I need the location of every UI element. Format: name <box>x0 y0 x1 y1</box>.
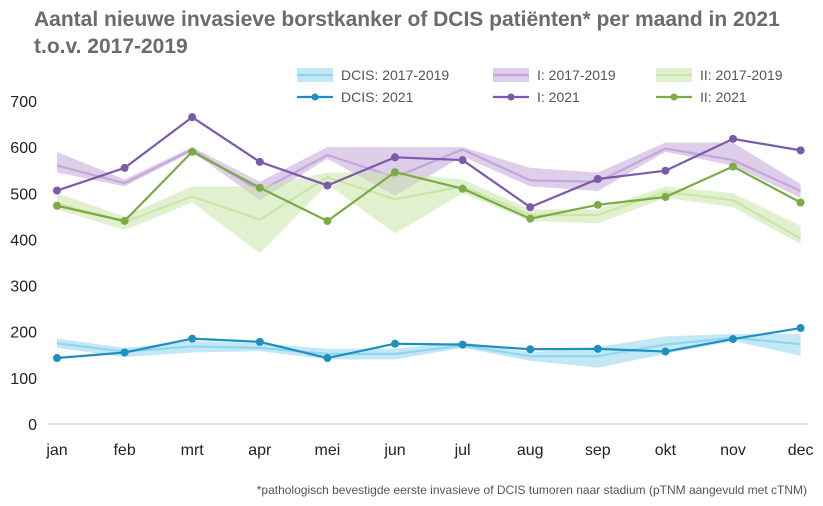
ii-2021-point <box>661 192 670 201</box>
x-tick-label: mei <box>315 442 341 459</box>
ii-2021-legend-marker <box>670 93 678 101</box>
dcis-2021-legend-marker <box>311 93 319 101</box>
i-2021-point <box>796 146 805 155</box>
i-2017-2019-legend-label: I: 2017-2019 <box>537 67 616 83</box>
ii-2021-point <box>729 162 737 171</box>
x-tick-label: mrt <box>181 442 205 459</box>
y-tick-label: 300 <box>10 279 37 296</box>
axis-layer: 0 100 200 300 400 500 600 700 jan feb mrt apr mei jun… <box>10 94 813 459</box>
dcis-2021-point <box>391 339 399 348</box>
x-tick-label: jan <box>45 442 67 459</box>
dcis-2021-point <box>188 334 197 343</box>
dcis-2021-point <box>458 340 467 349</box>
ii-2021-point <box>53 201 61 210</box>
dcis-2021-point <box>255 337 264 346</box>
dcis-2017-2019-range-area <box>57 334 801 368</box>
i-2021-point <box>458 156 467 165</box>
dcis-2017-2019-mean-line <box>56 336 801 358</box>
x-tick-label: nov <box>720 442 746 459</box>
i-2021-line <box>56 115 801 209</box>
ii-2021-legend-label: II: 2021 <box>700 89 747 105</box>
i-2021-point <box>729 134 737 143</box>
i-2021-legend-label: I: 2021 <box>537 89 580 105</box>
ii-2021-point <box>526 214 535 223</box>
i-2021-point <box>53 186 61 195</box>
i-2021-point <box>593 174 602 183</box>
i-2021-point <box>526 203 535 212</box>
i-2021-point <box>323 181 332 190</box>
dcis-2017-2019-legend-label: DCIS: 2017-2019 <box>341 67 449 83</box>
i-2017-2019-mean-line <box>56 147 802 193</box>
y-tick-label: 0 <box>28 417 37 434</box>
chart-title: Aantal nieuwe invasieve borstkanker of D… <box>34 8 780 58</box>
i-2021-point <box>661 166 670 175</box>
i-2021-point <box>120 163 129 172</box>
x-tick-label: feb <box>113 442 135 459</box>
dcis-2021-legend-label: DCIS: 2021 <box>341 89 414 105</box>
dcis-2021-point <box>526 345 535 354</box>
ii-2017-2019-range-area <box>57 172 801 254</box>
ii-2021-line <box>56 150 802 223</box>
y-tick-label: 200 <box>10 325 37 342</box>
y-tick-label: 700 <box>10 94 37 111</box>
dcis-2021-point <box>729 335 737 344</box>
x-tick-label: dec <box>788 442 814 459</box>
i-2021-point <box>255 157 264 166</box>
ii-2017-2019-mean-line <box>56 175 802 240</box>
x-tick-label: apr <box>248 442 272 459</box>
ii-2021-point <box>593 200 602 209</box>
y-tick-label: 500 <box>10 186 37 203</box>
dcis-2021-point <box>661 347 670 356</box>
x-tick-label: okt <box>655 442 677 459</box>
dcis-2021-point <box>53 354 61 363</box>
y-tick-label: 600 <box>10 140 37 157</box>
ii-2021-point <box>796 198 805 207</box>
y-tick-label: 400 <box>10 232 37 249</box>
i-2021-point <box>188 113 197 122</box>
x-tick-label: sep <box>585 442 611 459</box>
dcis-2021-line <box>56 326 801 360</box>
dcis-2021-point <box>796 324 805 333</box>
x-tick-label: aug <box>517 442 544 459</box>
i-2021-point <box>391 153 399 162</box>
ii-2021-point <box>120 216 129 225</box>
x-tick-label: jun <box>383 442 405 459</box>
footnote: *pathologisch bevestigde eerste invasiev… <box>256 483 807 497</box>
dcis-2021-point <box>120 348 129 357</box>
ii-2021-point <box>458 184 467 193</box>
i-2017-2019-range-area <box>57 142 801 201</box>
band-layer <box>56 142 802 368</box>
ii-2021-point <box>323 216 332 225</box>
ii-2021-point <box>391 168 399 177</box>
series-layer <box>53 113 805 363</box>
legend: DCIS: 2017-2019 I: 2017-2019 II: 2017-2019… <box>297 67 783 105</box>
dcis-2021-point <box>323 354 332 363</box>
ii-2021-point <box>188 147 197 156</box>
x-tick-label: jul <box>454 442 471 459</box>
dcis-2021-point <box>593 344 602 353</box>
ii-2021-point <box>255 183 264 192</box>
ii-2017-2019-legend-label: II: 2017-2019 <box>700 67 783 83</box>
y-tick-label: 100 <box>10 371 37 388</box>
i-2021-legend-marker <box>507 93 515 101</box>
